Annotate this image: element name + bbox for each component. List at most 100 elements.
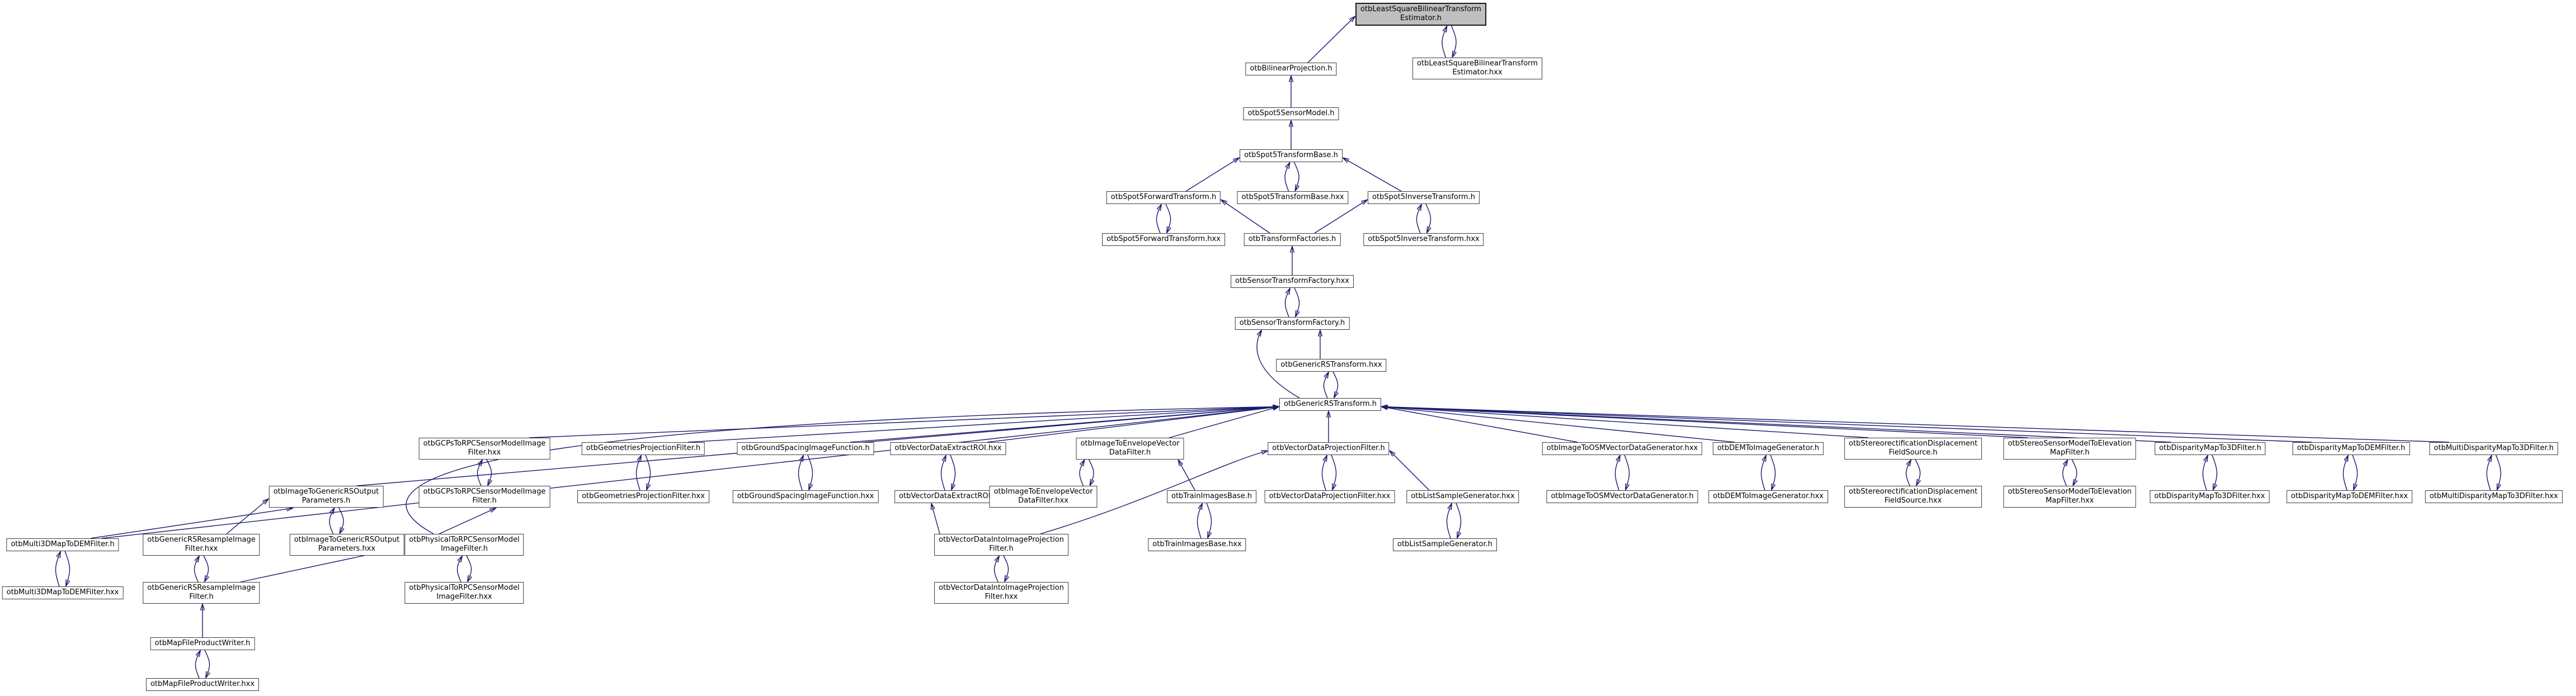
edge-vector_data_into_image_projection_h-to-vector_data_projection_filter_h <box>1040 451 1268 534</box>
graph-node-stereorectification_hxx[interactable]: otbStereorectificationDisplacement Field… <box>1844 486 1982 508</box>
graph-node-stereorectification_h[interactable]: otbStereorectificationDisplacement Field… <box>1844 438 1982 460</box>
edge-spot5_forward_transform_h-to-spot5_transform_base_h <box>1185 158 1239 192</box>
pair-edge-image_to_generic_rs_output_parameters_hxx-to-image_to_generic_rs_output_parameters_h <box>329 508 335 534</box>
graph-node-stereo_sensor_model_h[interactable]: otbStereoSensorModelToElevation MapFilte… <box>2003 438 2136 460</box>
edge-transform_factories_h-to-spot5_forward_transform_h <box>1221 200 1270 234</box>
pair-edge-ground_spacing_image_function_h-to-ground_spacing_image_function_hxx <box>807 454 813 490</box>
graph-node-vector_data_extract_roi_hxx[interactable]: otbVectorDataExtractROI.hxx <box>890 442 1006 455</box>
graph-node-spot5_transform_base_hxx[interactable]: otbSpot5TransformBase.hxx <box>1237 191 1349 204</box>
pair-edge-geometries_projection_filter_h-to-geometries_projection_filter_hxx <box>645 454 651 490</box>
pair-edge-multi_disparity_map_to_3d_filter_hxx-to-multi_disparity_map_to_3d_filter_h <box>2486 456 2492 491</box>
graph-node-sensor_transform_factory_h[interactable]: otbSensorTransformFactory.h <box>1235 317 1350 330</box>
graph-node-dem_to_image_generator_hxx[interactable]: otbDEMToImageGenerator.hxx <box>1708 490 1828 503</box>
pair-edge-disparity_map_to_3d_filter_hxx-to-disparity_map_to_3d_filter_h <box>2202 456 2208 491</box>
edge-disparity_map_to_3d_filter_h-to-generic_rs_transform_h <box>1382 407 2172 443</box>
graph-node-disparity_map_to_dem_filter_h[interactable]: otbDisparityMapToDEMFilter.h <box>2292 442 2410 455</box>
graph-node-spot5_inverse_transform_h[interactable]: otbSpot5InverseTransform.h <box>1367 191 1480 204</box>
graph-node-map_file_product_writer_hxx[interactable]: otbMapFileProductWriter.hxx <box>145 678 260 691</box>
graph-node-vector_data_into_image_projection_hxx[interactable]: otbVectorDataIntoImageProjection Filter.… <box>934 582 1068 604</box>
graph-node-multi_3d_map_to_dem_filter_hxx[interactable]: otbMulti3DMapToDEMFilter.hxx <box>2 586 124 599</box>
graph-node-spot5_sensor_model_h[interactable]: otbSpot5SensorModel.h <box>1243 107 1339 120</box>
edge-transform_factories_h-to-spot5_inverse_transform_h <box>1314 200 1367 234</box>
edge-spot5_inverse_transform_h-to-spot5_transform_base_h <box>1343 158 1402 192</box>
pair-edge-ground_spacing_image_function_hxx-to-ground_spacing_image_function_h <box>798 456 803 491</box>
graph-node-transform_factories_h[interactable]: otbTransformFactories.h <box>1244 233 1341 246</box>
graph-node-image_to_envelope_hxx[interactable]: otbImageToEnvelopeVector DataFilter.hxx <box>989 486 1098 508</box>
pair-edge-physical_to_rpc_h-to-physical_to_rpc_hxx <box>466 555 472 581</box>
graph-node-stereo_sensor_model_hxx[interactable]: otbStereoSensorModelToElevation MapFilte… <box>2003 486 2136 508</box>
pair-edge-list_sample_generator_h-to-list_sample_generator_hxx <box>1446 504 1452 539</box>
graph-node-physical_to_rpc_hxx[interactable]: otbPhysicalToRPCSensorModel ImageFilter.… <box>404 582 524 604</box>
pair-edge-generic_rs_resample_h-to-generic_rs_resample_hxx <box>194 556 199 583</box>
graph-node-generic_rs_transform_hxx[interactable]: otbGenericRSTransform.hxx <box>1276 359 1387 372</box>
graph-node-vector_data_into_image_projection_h[interactable]: otbVectorDataIntoImageProjection Filter.… <box>934 534 1068 556</box>
graph-node-physical_to_rpc_h[interactable]: otbPhysicalToRPCSensorModel ImageFilter.… <box>404 534 524 556</box>
graph-node-vector_data_extract_roi_h[interactable]: otbVectorDataExtractROI.h <box>894 490 1002 503</box>
graph-node-sensor_transform_factory_hxx[interactable]: otbSensorTransformFactory.hxx <box>1231 275 1354 288</box>
pair-edge-stereorectification_hxx-to-stereorectification_h <box>1905 460 1911 486</box>
graph-node-gcps_to_rpc_h[interactable]: otbGCPsToRPCSensorModelImage Filter.h <box>418 486 550 508</box>
graph-node-ground_spacing_image_function_h[interactable]: otbGroundSpacingImageFunction.h <box>737 442 874 455</box>
graph-node-lsbte_h[interactable]: otbLeastSquareBilinearTransform Estimato… <box>1355 3 1486 26</box>
pair-edge-image_to_envelope_hxx-to-image_to_envelope_h <box>1079 460 1085 486</box>
pair-edge-vector_data_into_image_projection_hxx-to-vector_data_into_image_projection_h <box>993 556 999 583</box>
graph-node-image_to_envelope_h[interactable]: otbImageToEnvelopeVector DataFilter.h <box>1076 438 1184 460</box>
graph-node-generic_rs_resample_h[interactable]: otbGenericRSResampleImage Filter.h <box>143 582 260 604</box>
pair-edge-sensor_transform_factory_hxx-to-sensor_transform_factory_h <box>1294 287 1299 316</box>
graph-node-map_file_product_writer_h[interactable]: otbMapFileProductWriter.h <box>150 637 255 650</box>
graph-node-image_to_generic_rs_output_parameters_hxx[interactable]: otbImageToGenericRSOutput Parameters.hxx <box>289 534 404 556</box>
graph-node-disparity_map_to_3d_filter_h[interactable]: otbDisparityMapTo3DFilter.h <box>2154 442 2266 455</box>
pair-edge-spot5_forward_transform_hxx-to-spot5_forward_transform_h <box>1156 205 1161 234</box>
graph-node-spot5_inverse_transform_hxx[interactable]: otbSpot5InverseTransform.hxx <box>1363 233 1484 246</box>
graph-node-vector_data_projection_filter_hxx[interactable]: otbVectorDataProjectionFilter.hxx <box>1264 490 1395 503</box>
pair-edge-disparity_map_to_dem_filter_h-to-disparity_map_to_dem_filter_hxx <box>2352 454 2358 490</box>
graph-node-spot5_forward_transform_hxx[interactable]: otbSpot5ForwardTransform.hxx <box>1102 233 1225 246</box>
graph-node-disparity_map_to_3d_filter_hxx[interactable]: otbDisparityMapTo3DFilter.hxx <box>2150 490 2269 503</box>
graph-node-list_sample_generator_hxx[interactable]: otbListSampleGenerator.hxx <box>1406 490 1519 503</box>
graph-node-generic_rs_resample_hxx[interactable]: otbGenericRSResampleImage Filter.hxx <box>143 534 260 556</box>
pair-edge-spot5_transform_base_h-to-spot5_transform_base_hxx <box>1293 162 1299 191</box>
graph-node-generic_rs_transform_h[interactable]: otbGenericRSTransform.h <box>1279 398 1382 411</box>
graph-node-train_images_base_hxx[interactable]: otbTrainImagesBase.hxx <box>1148 538 1246 551</box>
edge-physical_to_rpc_h-to-generic_rs_transform_h <box>406 407 1279 534</box>
graph-node-multi_disparity_map_to_3d_filter_hxx[interactable]: otbMultiDisparityMapTo3DFilter.hxx <box>2425 490 2563 503</box>
graph-node-spot5_transform_base_h[interactable]: otbSpot5TransformBase.h <box>1240 149 1343 162</box>
graph-node-geometries_projection_filter_hxx[interactable]: otbGeometriesProjectionFilter.hxx <box>577 490 709 503</box>
pair-edge-gcps_to_rpc_hxx-to-gcps_to_rpc_h <box>486 459 492 485</box>
pair-edge-dem_to_image_generator_h-to-dem_to_image_generator_hxx <box>1770 454 1776 490</box>
pair-edge-spot5_inverse_transform_hxx-to-spot5_inverse_transform_h <box>1416 205 1421 234</box>
edge-gcps_to_rpc_hxx-to-generic_rs_transform_h <box>529 407 1279 438</box>
graph-node-image_to_generic_rs_output_parameters_h[interactable]: otbImageToGenericRSOutput Parameters.h <box>269 486 384 508</box>
pair-edge-generic_rs_transform_h-to-generic_rs_transform_hxx <box>1323 372 1329 399</box>
graph-node-train_images_base_h[interactable]: otbTrainImagesBase.h <box>1166 490 1257 503</box>
graph-node-disparity_map_to_dem_filter_hxx[interactable]: otbDisparityMapToDEMFilter.hxx <box>2286 490 2413 503</box>
graph-node-image_to_osm_h[interactable]: otbImageToOSMVectorDataGenerator.h <box>1546 490 1698 503</box>
pair-edge-vector_data_into_image_projection_h-to-vector_data_into_image_projection_hxx <box>1003 555 1009 581</box>
pair-edge-lsbte_h-to-lsbte_hxx <box>1451 25 1457 57</box>
graph-node-bilinear_projection_h[interactable]: otbBilinearProjection.h <box>1245 63 1337 75</box>
graph-node-gcps_to_rpc_hxx[interactable]: otbGCPsToRPCSensorModelImage Filter.hxx <box>418 438 550 460</box>
graph-node-image_to_osm_hxx[interactable]: otbImageToOSMVectorDataGenerator.hxx <box>1542 442 1703 455</box>
pair-edge-vector_data_extract_roi_h-to-vector_data_extract_roi_hxx <box>940 456 946 491</box>
graph-node-list_sample_generator_h[interactable]: otbListSampleGenerator.h <box>1393 538 1497 551</box>
pair-edge-image_to_envelope_h-to-image_to_envelope_hxx <box>1088 459 1094 485</box>
graph-node-multi_3d_map_to_dem_filter_h[interactable]: otbMulti3DMapToDEMFilter.h <box>6 538 119 551</box>
graph-node-multi_disparity_map_to_3d_filter_h[interactable]: otbMultiDisparityMapTo3DFilter.h <box>2429 442 2559 455</box>
pair-edge-multi_disparity_map_to_3d_filter_h-to-multi_disparity_map_to_3d_filter_hxx <box>2495 454 2501 490</box>
pair-edge-sensor_transform_factory_h-to-sensor_transform_factory_hxx <box>1284 288 1290 318</box>
pair-edge-spot5_forward_transform_h-to-spot5_forward_transform_hxx <box>1165 203 1171 233</box>
graph-node-dem_to_image_generator_h[interactable]: otbDEMToImageGenerator.h <box>1712 442 1824 455</box>
graph-node-spot5_forward_transform_h[interactable]: otbSpot5ForwardTransform.h <box>1106 191 1221 204</box>
edge-stereorectification_h-to-generic_rs_transform_h <box>1382 407 1869 438</box>
pair-edge-vector_data_projection_filter_hxx-to-vector_data_projection_filter_h <box>1321 456 1327 491</box>
graph-node-vector_data_projection_filter_h[interactable]: otbVectorDataProjectionFilter.h <box>1268 442 1390 455</box>
pair-edge-multi_3d_map_to_dem_filter_hxx-to-multi_3d_map_to_dem_filter_h <box>55 552 60 587</box>
pair-edge-list_sample_generator_hxx-to-list_sample_generator_h <box>1456 503 1461 538</box>
edge-image_to_osm_hxx-to-generic_rs_transform_h <box>1382 407 1578 443</box>
graph-node-ground_spacing_image_function_hxx[interactable]: otbGroundSpacingImageFunction.hxx <box>732 490 879 503</box>
edge-physical_to_rpc_h-to-gcps_to_rpc_h <box>439 508 496 534</box>
graph-node-geometries_projection_filter_h[interactable]: otbGeometriesProjectionFilter.h <box>581 442 705 455</box>
graph-node-lsbte_hxx[interactable]: otbLeastSquareBilinearTransform Estimato… <box>1412 58 1542 79</box>
